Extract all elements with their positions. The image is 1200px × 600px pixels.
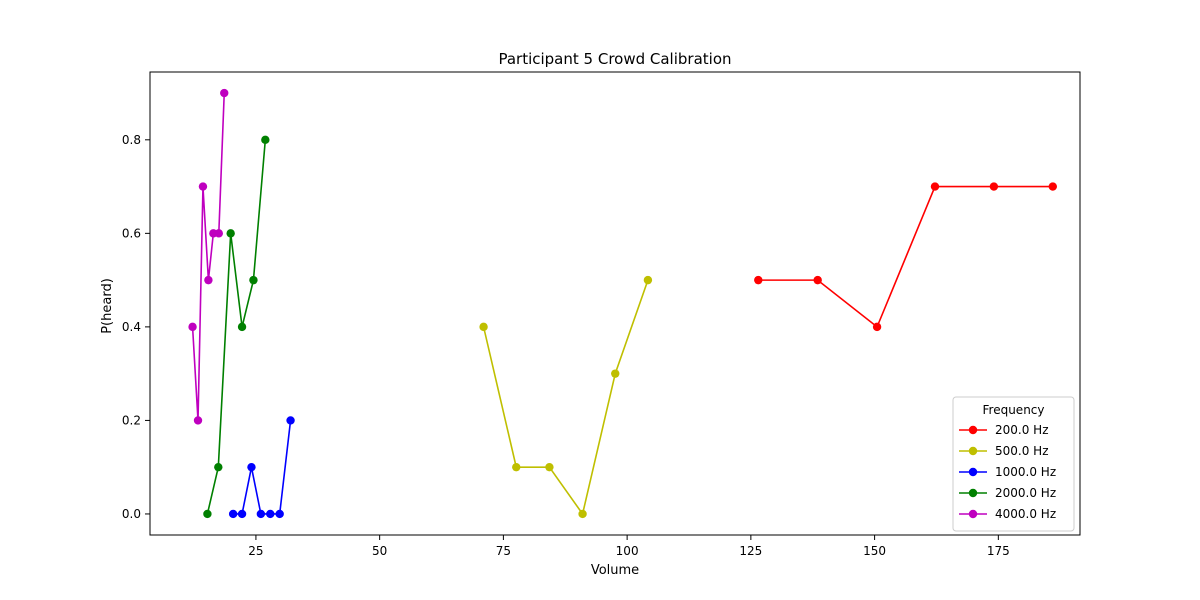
y-tick-label: 0.2	[122, 413, 141, 427]
data-point	[188, 322, 197, 332]
legend-item: 200.0 Hz	[959, 423, 1049, 437]
legend-marker	[968, 446, 978, 456]
legend-label: 1000.0 Hz	[995, 465, 1056, 479]
y-axis-label: P(heard)	[100, 278, 115, 334]
data-point	[275, 509, 284, 519]
plot-area: 25 50 75 100 125 150 175 0.0 0.2 0.4 0.6 0.8	[122, 71, 1081, 558]
data-point	[203, 509, 212, 519]
series-4	[188, 88, 229, 425]
legend-item: 2000.0 Hz	[959, 486, 1056, 500]
legend-item: 1000.0 Hz	[959, 465, 1056, 479]
legend-label: 500.0 Hz	[995, 444, 1049, 458]
x-tick-label: 25	[248, 544, 263, 558]
data-point	[813, 275, 822, 285]
x-tick-label: 125	[739, 544, 762, 558]
x-tick-label: 100	[616, 544, 639, 558]
data-point	[237, 509, 247, 519]
data-point	[930, 182, 940, 191]
data-point	[872, 322, 882, 332]
y-tick-label: 0.8	[122, 133, 141, 147]
x-tick-label: 175	[987, 544, 1010, 558]
x-axis-label: Volume	[591, 563, 639, 578]
data-point	[479, 322, 488, 332]
series-0	[754, 182, 1057, 332]
data-point	[247, 462, 256, 472]
data-point	[249, 275, 258, 285]
legend-marker	[968, 509, 978, 519]
data-point	[228, 509, 238, 519]
data-point	[193, 416, 203, 425]
legend-marker	[968, 425, 978, 435]
data-point	[261, 135, 270, 145]
data-point	[266, 509, 275, 519]
data-point	[220, 88, 229, 98]
y-tick-label: 0.6	[122, 226, 141, 240]
data-point	[214, 229, 223, 238]
legend-marker	[968, 467, 978, 477]
y-tick-label: 0.0	[122, 507, 141, 521]
data-point	[198, 182, 208, 191]
data-point	[214, 462, 223, 472]
series-2	[228, 416, 295, 519]
data-point	[578, 509, 587, 519]
series-line	[206, 139, 267, 515]
legend-label: 2000.0 Hz	[995, 486, 1056, 500]
legend: Frequency 200.0 Hz 500.0 Hz 1000.0 Hz 2000.0…	[952, 396, 1075, 532]
data-point	[512, 462, 521, 472]
legend-item: 4000.0 Hz	[959, 507, 1056, 521]
data-point	[989, 182, 999, 191]
data-point	[204, 275, 213, 285]
axes-frame	[149, 71, 1081, 536]
data-point	[256, 509, 266, 519]
data-point	[754, 275, 763, 285]
legend-title: Frequency	[983, 403, 1045, 417]
series-1	[479, 275, 653, 519]
series-3	[203, 135, 270, 519]
legend-marker	[968, 488, 978, 498]
x-tick-label: 75	[496, 544, 511, 558]
legend-label: 200.0 Hz	[995, 423, 1049, 437]
data-point	[237, 322, 247, 332]
x-tick-label: 150	[863, 544, 886, 558]
legend-label: 4000.0 Hz	[995, 507, 1056, 521]
series-line	[482, 279, 649, 516]
y-tick-label: 0.4	[122, 320, 141, 334]
series-line	[758, 185, 1053, 329]
data-point	[286, 416, 295, 425]
data-point	[1048, 182, 1057, 191]
data-point	[611, 369, 620, 378]
x-tick-label: 50	[372, 544, 387, 558]
data-point	[226, 229, 235, 238]
data-point	[545, 462, 554, 472]
data-point	[643, 275, 653, 285]
legend-item: 500.0 Hz	[959, 444, 1049, 458]
chart-title: Participant 5 Crowd Calibration	[498, 50, 731, 68]
